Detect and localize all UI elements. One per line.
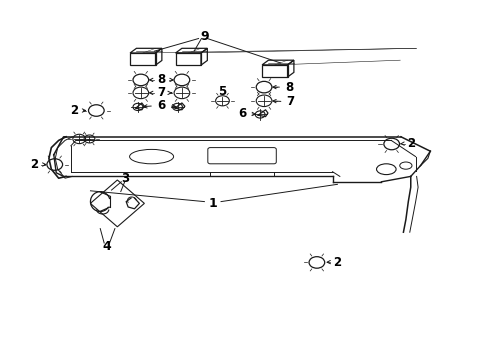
Text: 2: 2 — [30, 158, 38, 171]
Text: 9: 9 — [200, 30, 208, 42]
Text: 8: 8 — [157, 73, 165, 86]
Text: 7: 7 — [285, 95, 293, 108]
Text: 2: 2 — [333, 256, 341, 269]
Text: 6: 6 — [238, 107, 245, 120]
Text: 2: 2 — [70, 104, 78, 117]
Text: 1: 1 — [208, 197, 217, 210]
Text: 5: 5 — [218, 85, 226, 98]
Text: 6: 6 — [157, 99, 165, 112]
Text: 8: 8 — [285, 81, 292, 94]
Text: 4: 4 — [102, 240, 111, 253]
Text: 2: 2 — [406, 137, 414, 150]
Text: 3: 3 — [122, 172, 129, 185]
Text: 7: 7 — [157, 86, 165, 99]
